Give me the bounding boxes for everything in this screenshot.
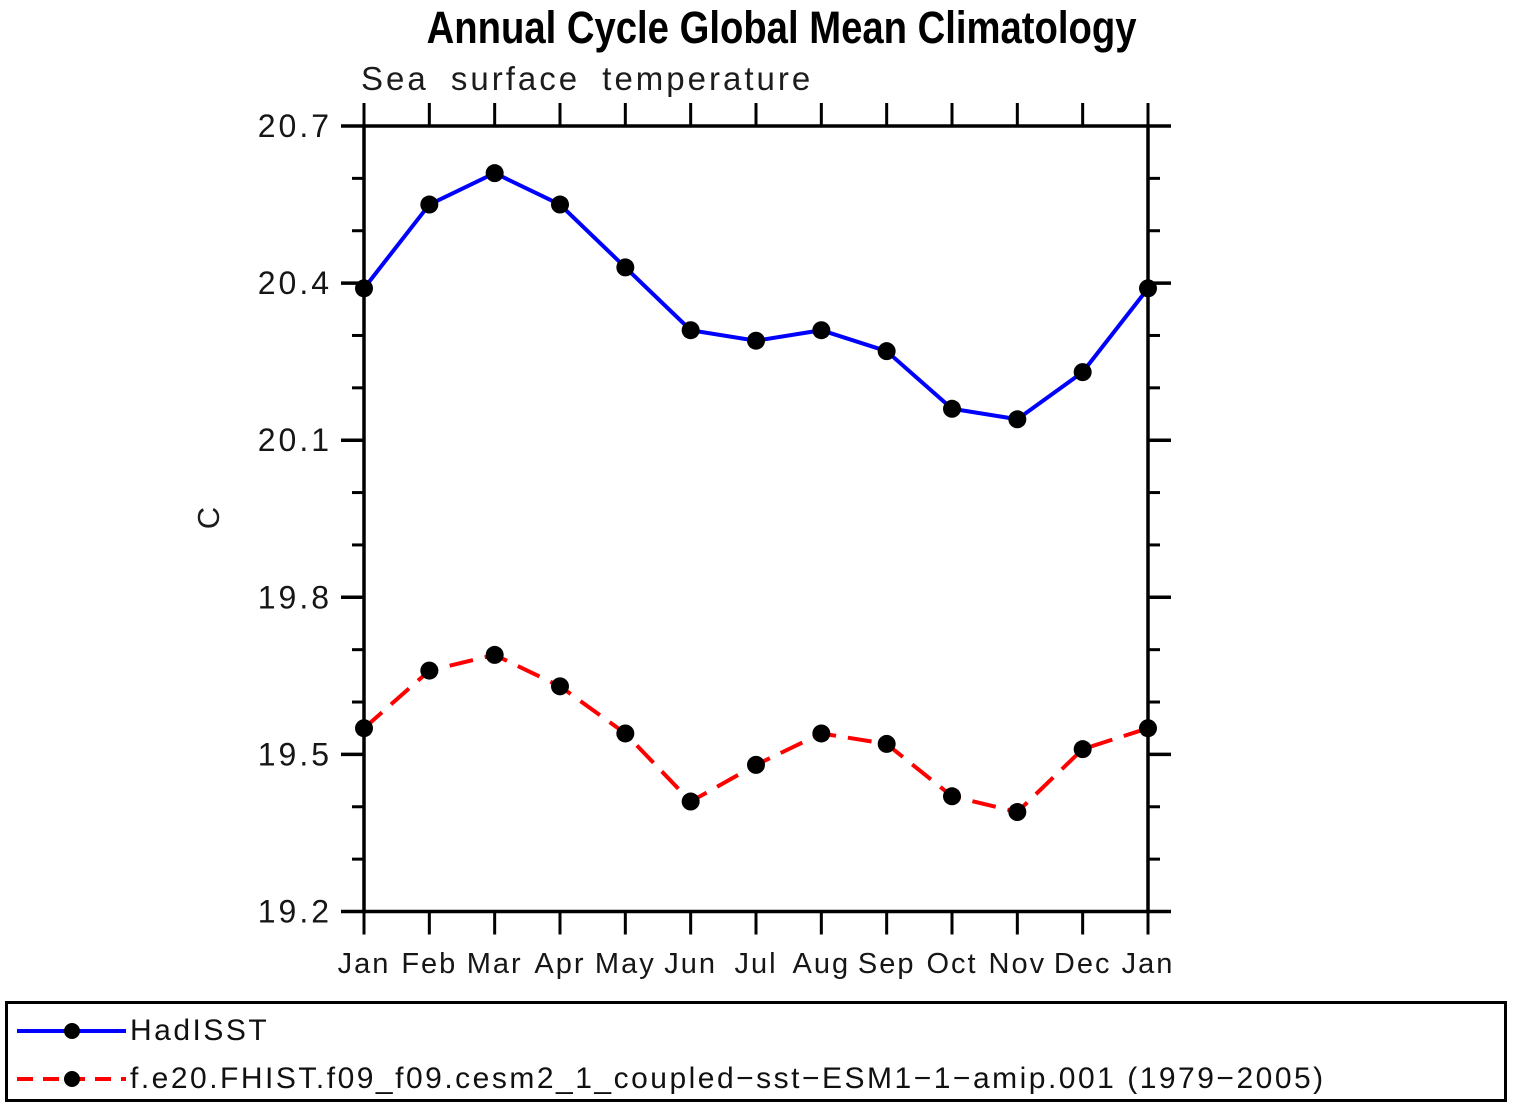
y-tick-label: 19.8 [258, 579, 332, 615]
series-marker-0 [551, 195, 569, 214]
y-tick-label: 20.4 [258, 265, 332, 301]
chart-title: Annual Cycle Global Mean Climatology [364, 0, 1148, 56]
series-marker-1 [1073, 740, 1092, 759]
x-tick-label: Jun [664, 948, 717, 980]
series-marker-0 [877, 342, 896, 361]
series-marker-0 [1073, 363, 1092, 382]
legend-item-hadisst: HadISST [15, 1013, 269, 1049]
series-marker-0 [747, 331, 765, 350]
series-marker-0 [812, 321, 831, 340]
x-tick-label: Jan [1122, 948, 1175, 980]
legend-label-model: f.e20.FHIST.f09_f09.cesm2_1_coupled−sst−… [130, 1062, 1326, 1095]
x-tick-label: Nov [989, 948, 1047, 980]
x-tick-label: Dec [1054, 948, 1112, 980]
series-marker-0 [1139, 279, 1157, 298]
series-marker-0 [485, 164, 504, 183]
series-marker-1 [747, 755, 765, 774]
series-marker-1 [812, 724, 831, 743]
series-marker-0 [355, 279, 373, 298]
series-marker-0 [1008, 410, 1027, 429]
series-marker-1 [681, 792, 700, 811]
series-marker-1 [877, 734, 896, 753]
chart-subtitle: Sea surface temperature [361, 60, 814, 97]
y-tick-label: 19.2 [258, 894, 332, 930]
x-tick-label: Jul [734, 948, 777, 980]
series-line-1 [362, 652, 1149, 815]
legend-line-sample-solid [17, 1023, 126, 1039]
x-tick-label: Feb [401, 948, 457, 980]
legend-item-model: f.e20.FHIST.f09_f09.cesm2_1_coupled−sst−… [15, 1061, 1326, 1097]
series-marker-1 [551, 677, 569, 696]
legend-line-sample-dashed [17, 1071, 126, 1087]
legend: HadISST f.e20.FHIST.f09_f09.cesm2_1_coup… [5, 1001, 1507, 1102]
x-tick-label: Aug [793, 948, 851, 980]
x-tick-label: May [595, 948, 656, 980]
series-marker-1 [616, 724, 635, 743]
axes-box [362, 124, 1150, 914]
series-line-0 [362, 170, 1150, 422]
legend-sample-marker [64, 1071, 80, 1087]
legend-sample-marker [64, 1023, 80, 1039]
series-marker-0 [616, 258, 635, 277]
series-marker-0 [943, 399, 961, 418]
x-tick-label: Apr [534, 948, 585, 980]
x-tick-label: Jan [338, 948, 391, 980]
y-tick-label: 20.1 [258, 422, 332, 458]
series-marker-1 [485, 645, 504, 664]
series-marker-1 [1008, 803, 1027, 822]
series-marker-1 [943, 787, 961, 806]
y-tick-label: 19.5 [258, 736, 332, 772]
legend-label-hadisst: HadISST [130, 1014, 270, 1047]
x-tick-label: Sep [858, 948, 916, 980]
x-tick-label: Oct [926, 948, 977, 980]
series-marker-1 [420, 661, 439, 680]
chart-title-text: Annual Cycle Global Mean Climatology [426, 2, 1137, 53]
series-marker-1 [1139, 719, 1157, 738]
series-marker-1 [355, 719, 373, 738]
x-tick-label: Mar [467, 948, 523, 980]
series-marker-0 [681, 321, 700, 340]
y-tick-label: 20.7 [258, 108, 332, 144]
series-marker-0 [420, 195, 439, 214]
